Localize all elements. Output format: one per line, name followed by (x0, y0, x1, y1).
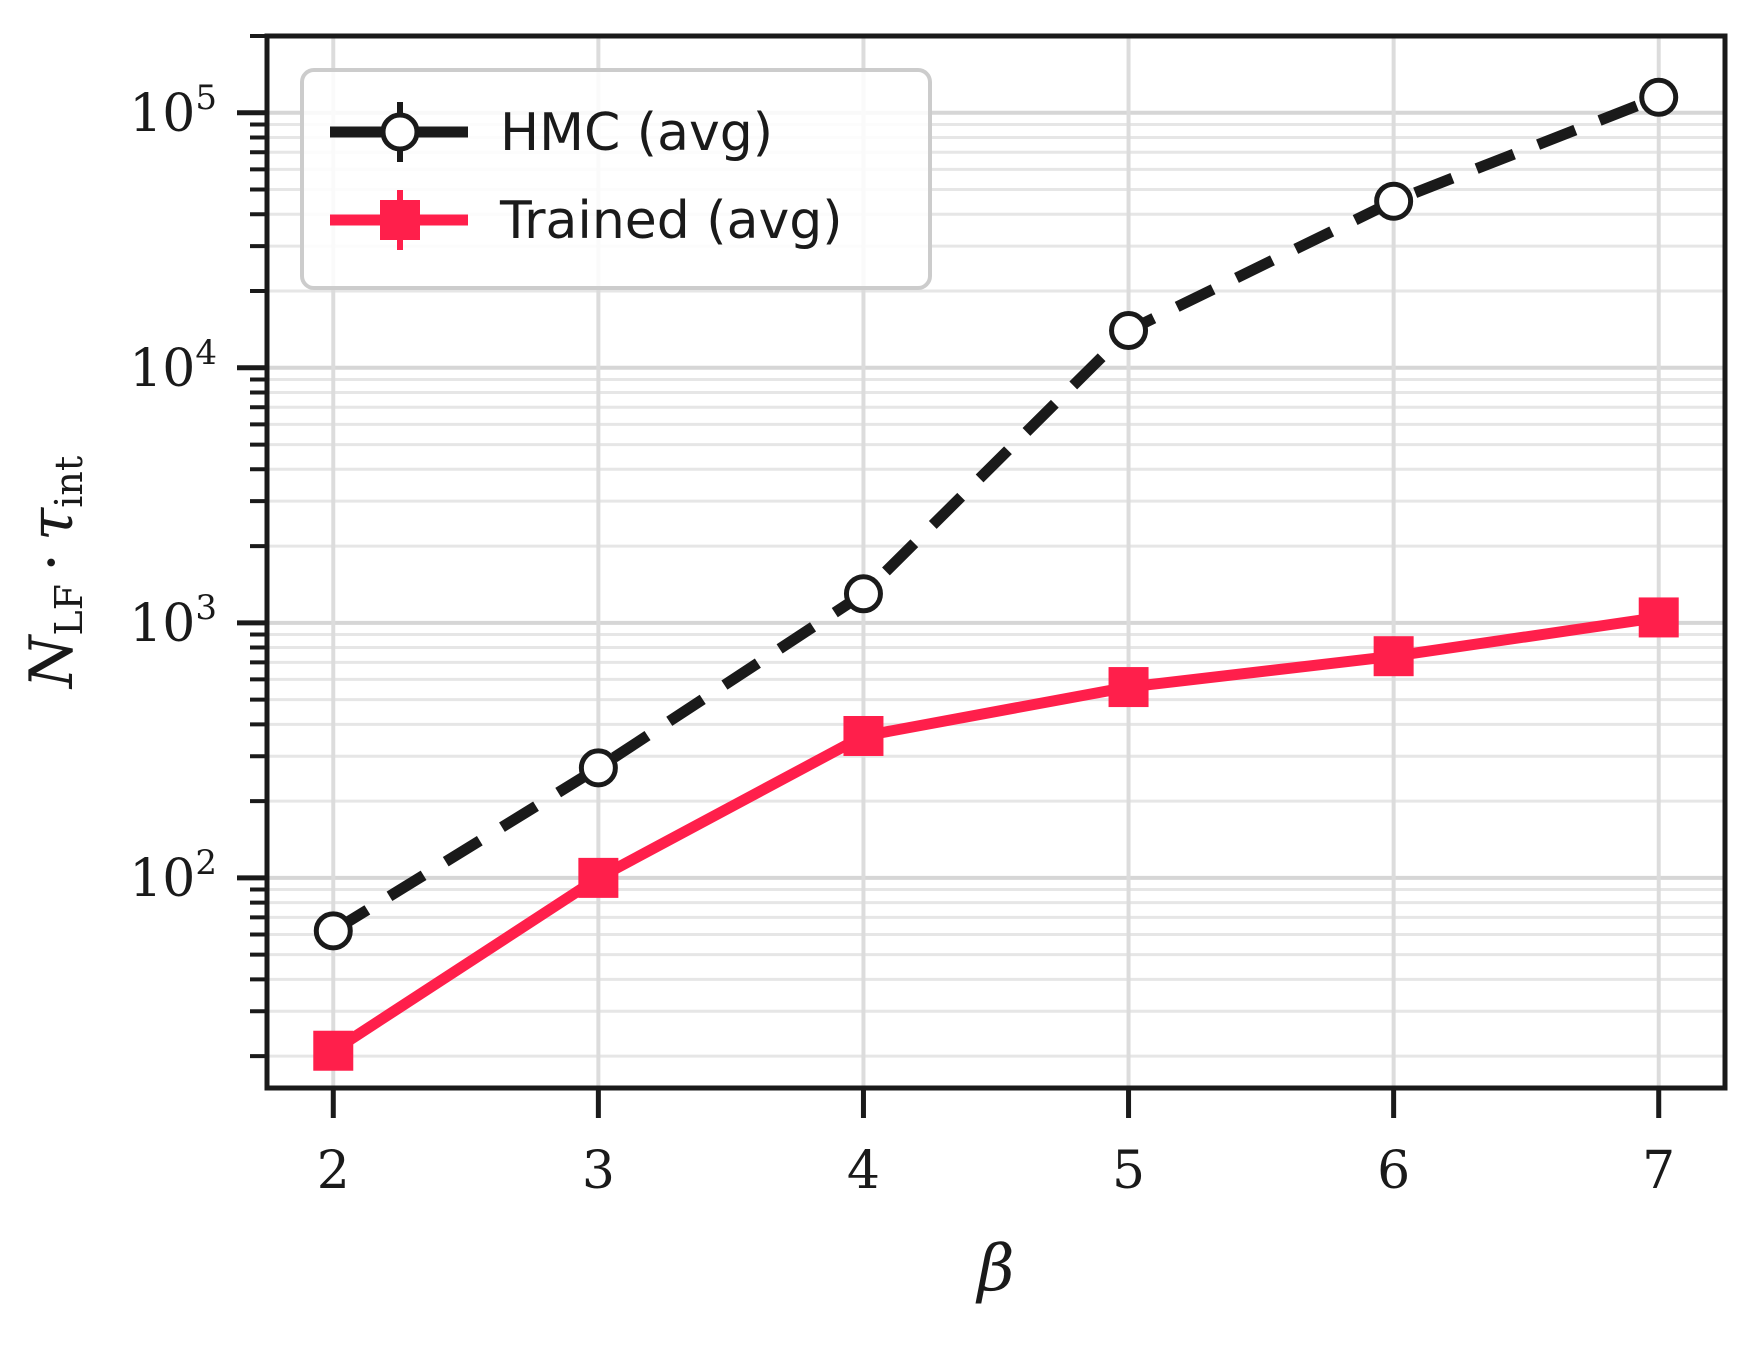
data-point-marker (578, 748, 618, 788)
y-tick-base: 10 (129, 339, 195, 399)
series-layer (313, 77, 1679, 1071)
data-point-marker (313, 911, 353, 951)
x-tick-label: 7 (1642, 1141, 1675, 1201)
series-0 (313, 77, 1679, 951)
y-tick-exponent: 2 (195, 843, 217, 883)
y-tick-label: 103 (129, 588, 217, 654)
legend-label: HMC (avg) (500, 103, 773, 163)
y-tick-base: 10 (129, 84, 195, 144)
data-point-marker (843, 715, 884, 756)
legend-box (300, 68, 932, 290)
legend-marker (380, 112, 420, 152)
data-point-marker (1109, 311, 1149, 351)
legend-label: Trained (avg) (499, 191, 843, 251)
plot-frame (264, 33, 1728, 1091)
data-point-marker (578, 857, 619, 898)
series-1 (313, 597, 1679, 1071)
legend-entry: Trained (avg) (330, 190, 843, 251)
y-tick-exponent: 3 (195, 588, 217, 628)
series-line (330, 611, 1660, 1056)
x-tick-label: 5 (1112, 1141, 1145, 1201)
y-axis-label: NLF · τint (17, 456, 91, 690)
y-tick-base: 10 (129, 594, 195, 654)
legend-marker (380, 200, 420, 240)
data-point-marker (313, 1030, 354, 1071)
y-tick-label: 104 (129, 333, 217, 399)
legend-entry: HMC (avg) (330, 102, 773, 163)
x-tick-label: 6 (1377, 1141, 1410, 1201)
data-point-marker (843, 574, 883, 614)
legend: HMC (avg) Trained (avg) (300, 68, 932, 290)
y-label-main-sub: LF (47, 584, 91, 636)
x-tick-label: 3 (582, 1141, 615, 1201)
data-point-marker (1108, 667, 1149, 708)
x-tick-label: 2 (317, 1141, 350, 1201)
y-tick-base: 10 (129, 849, 195, 909)
y-label-second-sub: int (47, 456, 91, 508)
y-label-operator: · (17, 553, 87, 572)
y-tick-exponent: 4 (195, 333, 217, 373)
y-tick-label: 102 (129, 843, 217, 909)
data-point-marker (1639, 77, 1679, 117)
x-axis-label: β (976, 1232, 1015, 1306)
y-label-second: τ (17, 507, 87, 541)
data-point-marker (1373, 636, 1414, 677)
y-tick-label: 105 (129, 78, 217, 144)
series-line (330, 92, 1661, 936)
data-point-marker (1374, 181, 1414, 221)
y-label-main: N (17, 633, 87, 690)
y-tick-exponent: 5 (195, 78, 217, 118)
x-tick-label: 4 (847, 1141, 880, 1201)
data-point-marker (1638, 597, 1679, 638)
